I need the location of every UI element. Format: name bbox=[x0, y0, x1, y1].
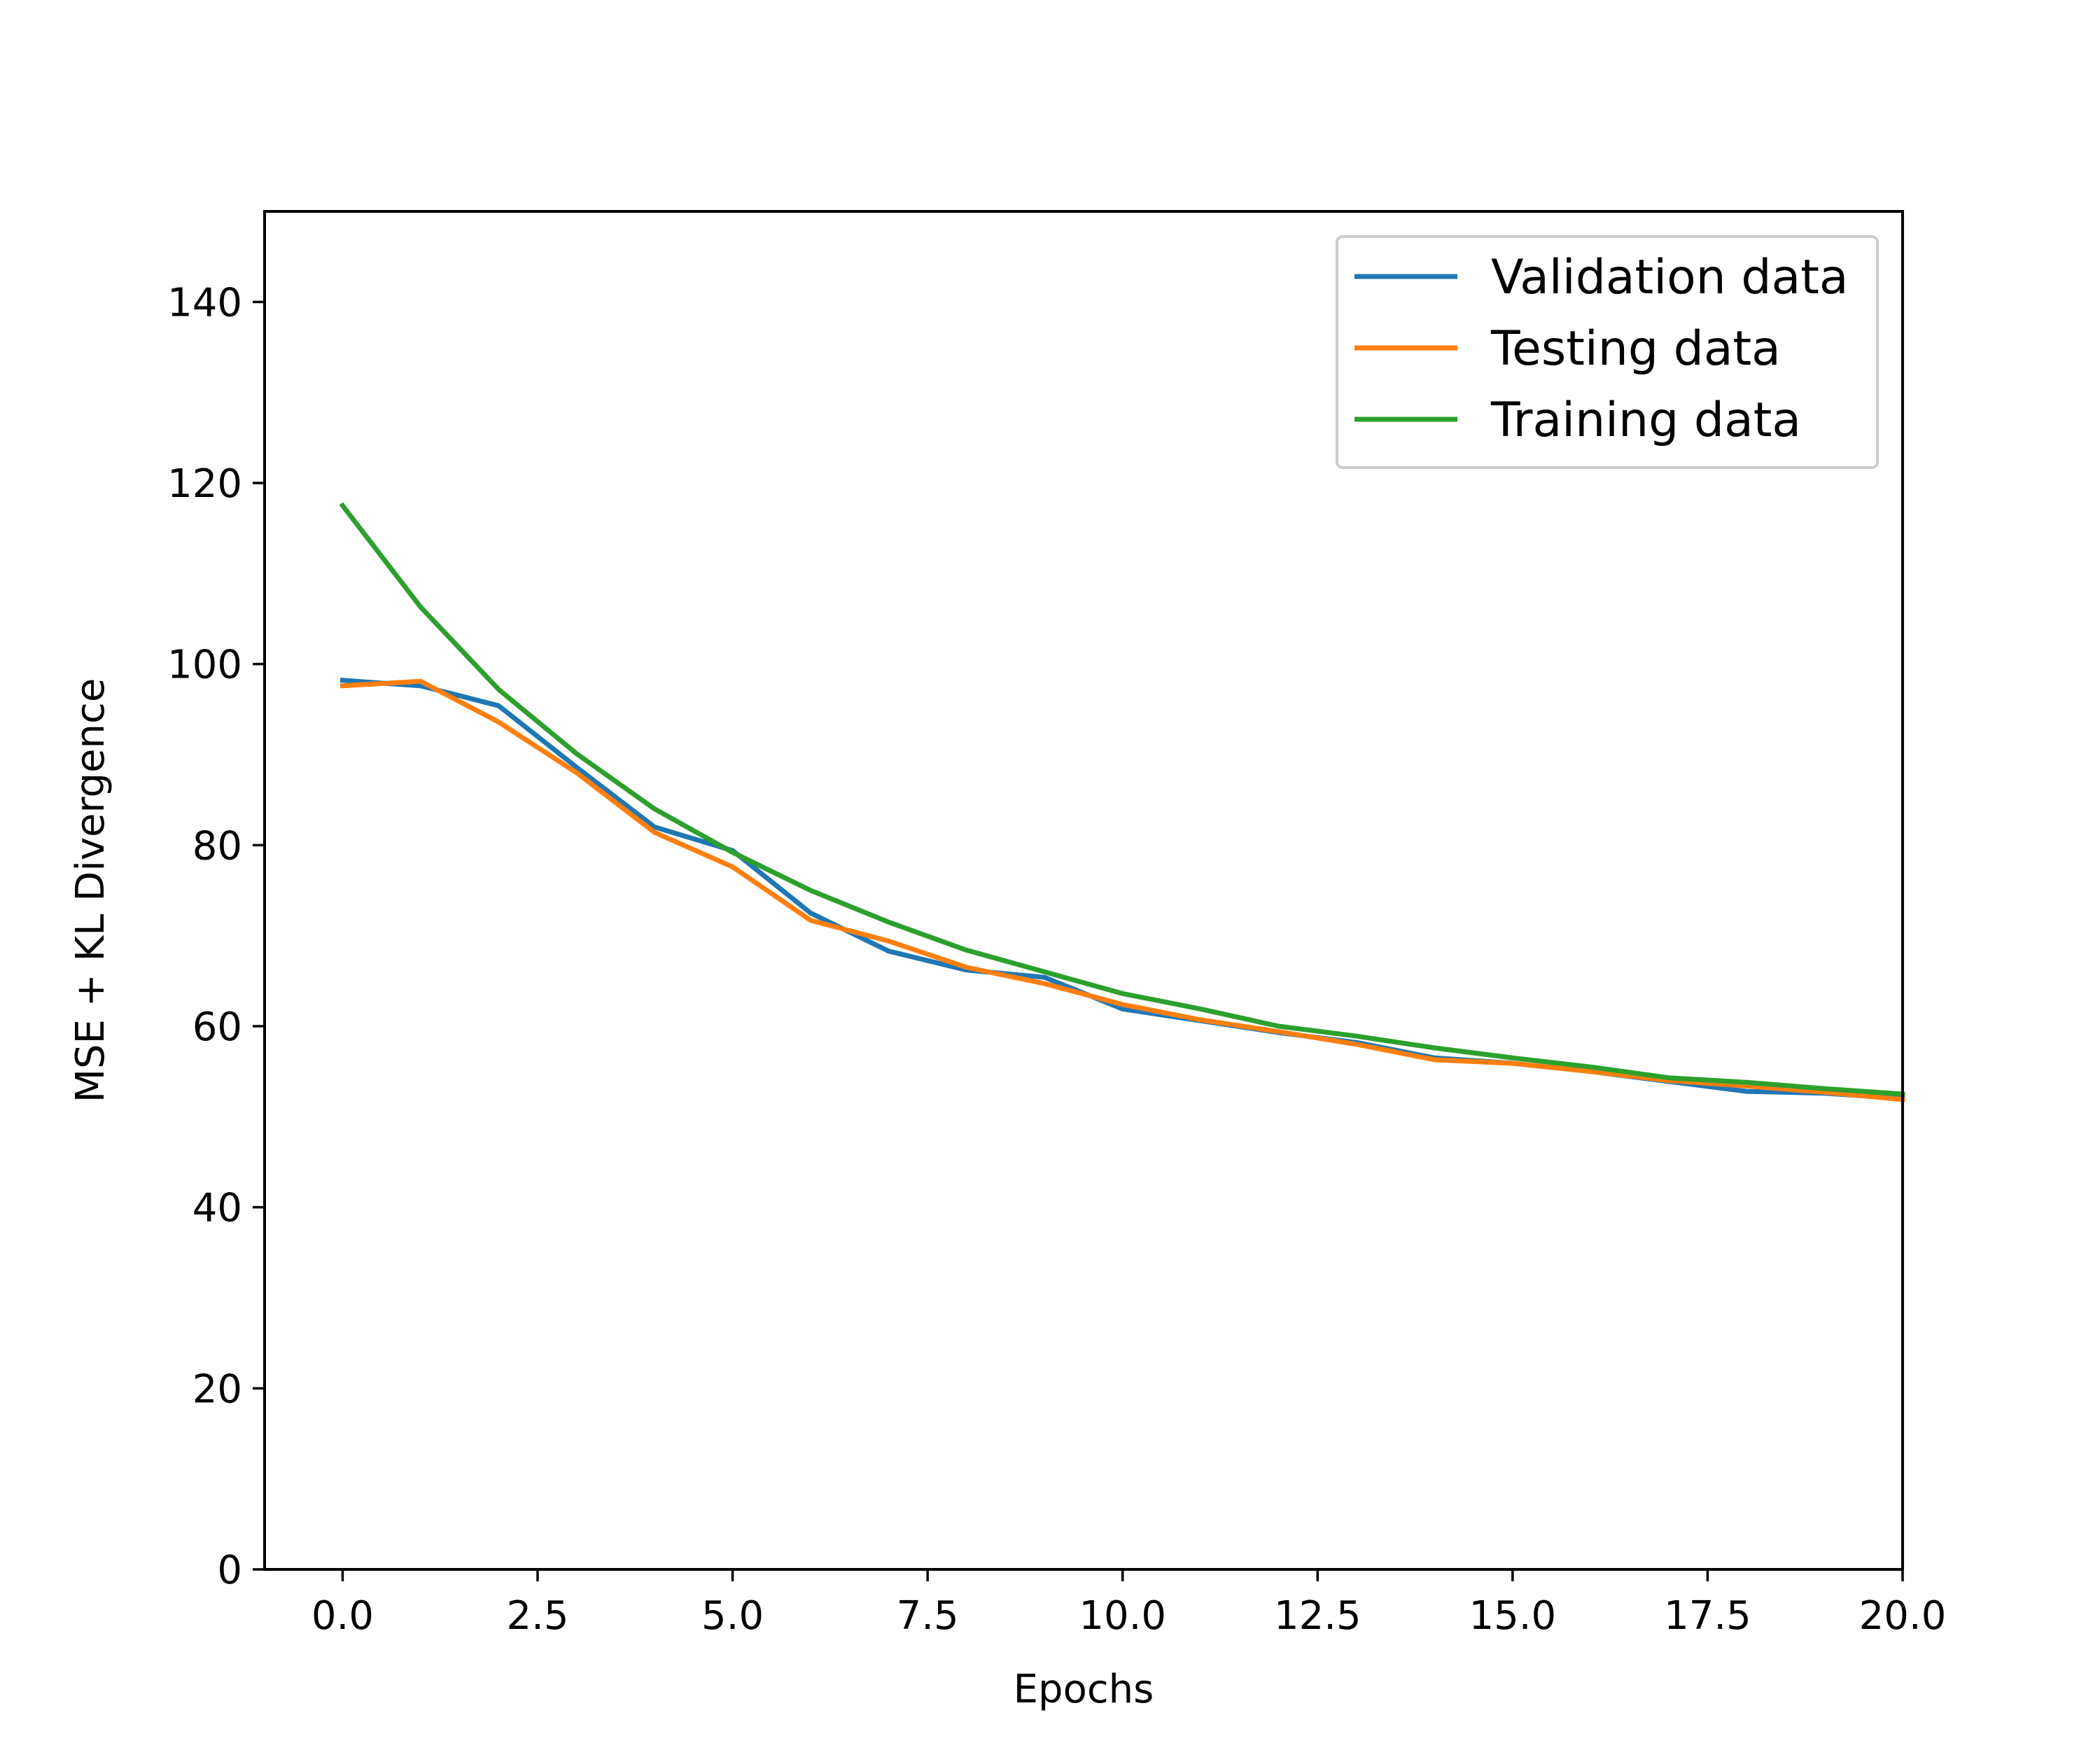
series-line-1 bbox=[340, 678, 1905, 1102]
y-axis: 0 20 40 60 80 100 120 140 bbox=[167, 280, 265, 1593]
y-tick-label: 60 bbox=[192, 1004, 242, 1050]
x-axis: 0.0 2.5 5.0 7.5 10.0 12.5 15.0 17.5 20.0 bbox=[312, 1569, 1946, 1639]
x-tick-label: 20.0 bbox=[1859, 1593, 1947, 1639]
plot-marks bbox=[339, 502, 1905, 1102]
series-line-3 bbox=[339, 502, 1905, 1097]
legend-label-2: Testing data bbox=[1490, 321, 1781, 377]
y-axis-label: MSE + KL Divergence bbox=[68, 678, 113, 1103]
plot-frame bbox=[263, 210, 1904, 1571]
y-tick-label: 120 bbox=[167, 461, 242, 507]
series-line-2 bbox=[340, 678, 1905, 1102]
x-tick-label: 5.0 bbox=[701, 1593, 764, 1639]
y-tick-label: 100 bbox=[167, 643, 242, 688]
y-tick-label: 0 bbox=[217, 1548, 242, 1593]
legend-label-1: Validation data bbox=[1491, 250, 1849, 305]
y-tick-label: 80 bbox=[192, 823, 242, 869]
x-tick-label: 2.5 bbox=[506, 1593, 568, 1639]
y-tick-label: 40 bbox=[192, 1186, 242, 1231]
legend-label-3: Training data bbox=[1490, 393, 1801, 448]
x-tick-label: 0.0 bbox=[312, 1593, 374, 1639]
x-tick-label: 12.5 bbox=[1274, 1593, 1362, 1639]
x-tick-label: 17.5 bbox=[1664, 1593, 1751, 1639]
x-tick-label: 7.5 bbox=[897, 1593, 959, 1639]
x-tick-label: 15.0 bbox=[1469, 1593, 1557, 1639]
x-tick-label: 10.0 bbox=[1079, 1593, 1166, 1639]
legend-frame bbox=[1336, 235, 1879, 469]
y-tick-label: 20 bbox=[192, 1366, 242, 1412]
y-tick-label: 140 bbox=[167, 280, 242, 326]
x-axis-label: Epochs bbox=[1014, 1667, 1154, 1712]
legend: Validation data Testing data Training data bbox=[1336, 235, 1879, 469]
